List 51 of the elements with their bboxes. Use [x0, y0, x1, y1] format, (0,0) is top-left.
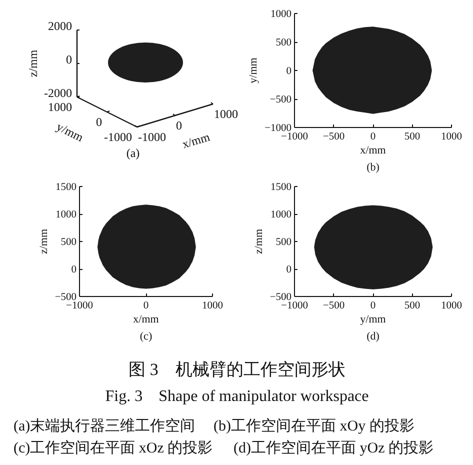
x-tick-label: 0: [370, 300, 376, 312]
y-tick-label: 1500: [270, 182, 292, 193]
y-tick-label: 500: [60, 237, 76, 248]
x-axis-title: y/mm: [360, 314, 386, 326]
x-tick-label: 1000: [202, 300, 223, 312]
x-axis-title: x/mm: [360, 144, 386, 156]
y-tick-label: 1500: [56, 182, 76, 193]
text: (a): [126, 146, 140, 160]
text: -1000: [104, 130, 132, 144]
y-tick-label: 500: [276, 237, 292, 248]
text: 1000: [214, 107, 238, 121]
text: y/mm: [54, 119, 86, 145]
y-tick-label: −500: [270, 94, 292, 106]
text: 0: [96, 115, 102, 129]
y-tick-label: 1000: [270, 9, 292, 20]
text: (c)工作空间在平面 xOz 的投影: [14, 440, 213, 456]
y-tick-label: −1000: [264, 123, 292, 134]
x-tick-label: 0: [370, 132, 376, 142]
text: x/mm: [180, 130, 212, 152]
text: Fig. 3 Shape of manipulator workspace: [105, 388, 369, 405]
text: -2000: [44, 86, 72, 100]
y-tick-label: 0: [286, 66, 292, 77]
x-tick-label: 500: [404, 300, 420, 312]
text: (b)工作空间在平面 xOy 的投影: [214, 418, 414, 434]
y-tick-label: −500: [270, 292, 292, 303]
y-tick-label: 0: [71, 264, 76, 276]
y-axis-title: y/mm: [248, 57, 260, 84]
text: -1000: [138, 130, 166, 144]
y-tick-label: 0: [286, 264, 292, 276]
text: 0: [176, 118, 182, 132]
x-axis-title: x/mm: [133, 314, 160, 326]
x-tick-label: −500: [322, 132, 345, 142]
x-tick-label: −500: [322, 300, 345, 312]
y-axis-title: z/mm: [38, 228, 50, 254]
x-tick-label: 1000: [441, 132, 462, 142]
x-tick-label: 0: [143, 300, 149, 312]
x-tick-label: 1000: [441, 300, 462, 312]
text: 2000: [48, 19, 72, 33]
text: (d): [366, 330, 380, 342]
text: (c): [140, 330, 152, 342]
y-tick-label: 500: [276, 38, 292, 48]
text: (d)工作空间在平面 yOz 的投影: [234, 440, 434, 456]
text: (b): [366, 162, 380, 174]
y-tick-label: −500: [54, 292, 76, 303]
text: 图 3 机械臂的工作空间形状: [128, 360, 346, 379]
y-axis-title: z/mm: [252, 228, 265, 254]
text: (a)末端执行器三维工作空间: [14, 418, 196, 434]
y-tick-label: 1000: [270, 210, 292, 220]
text: z/mm: [26, 49, 40, 78]
y-tick-label: 1000: [56, 210, 76, 220]
x-tick-label: 500: [404, 132, 420, 142]
